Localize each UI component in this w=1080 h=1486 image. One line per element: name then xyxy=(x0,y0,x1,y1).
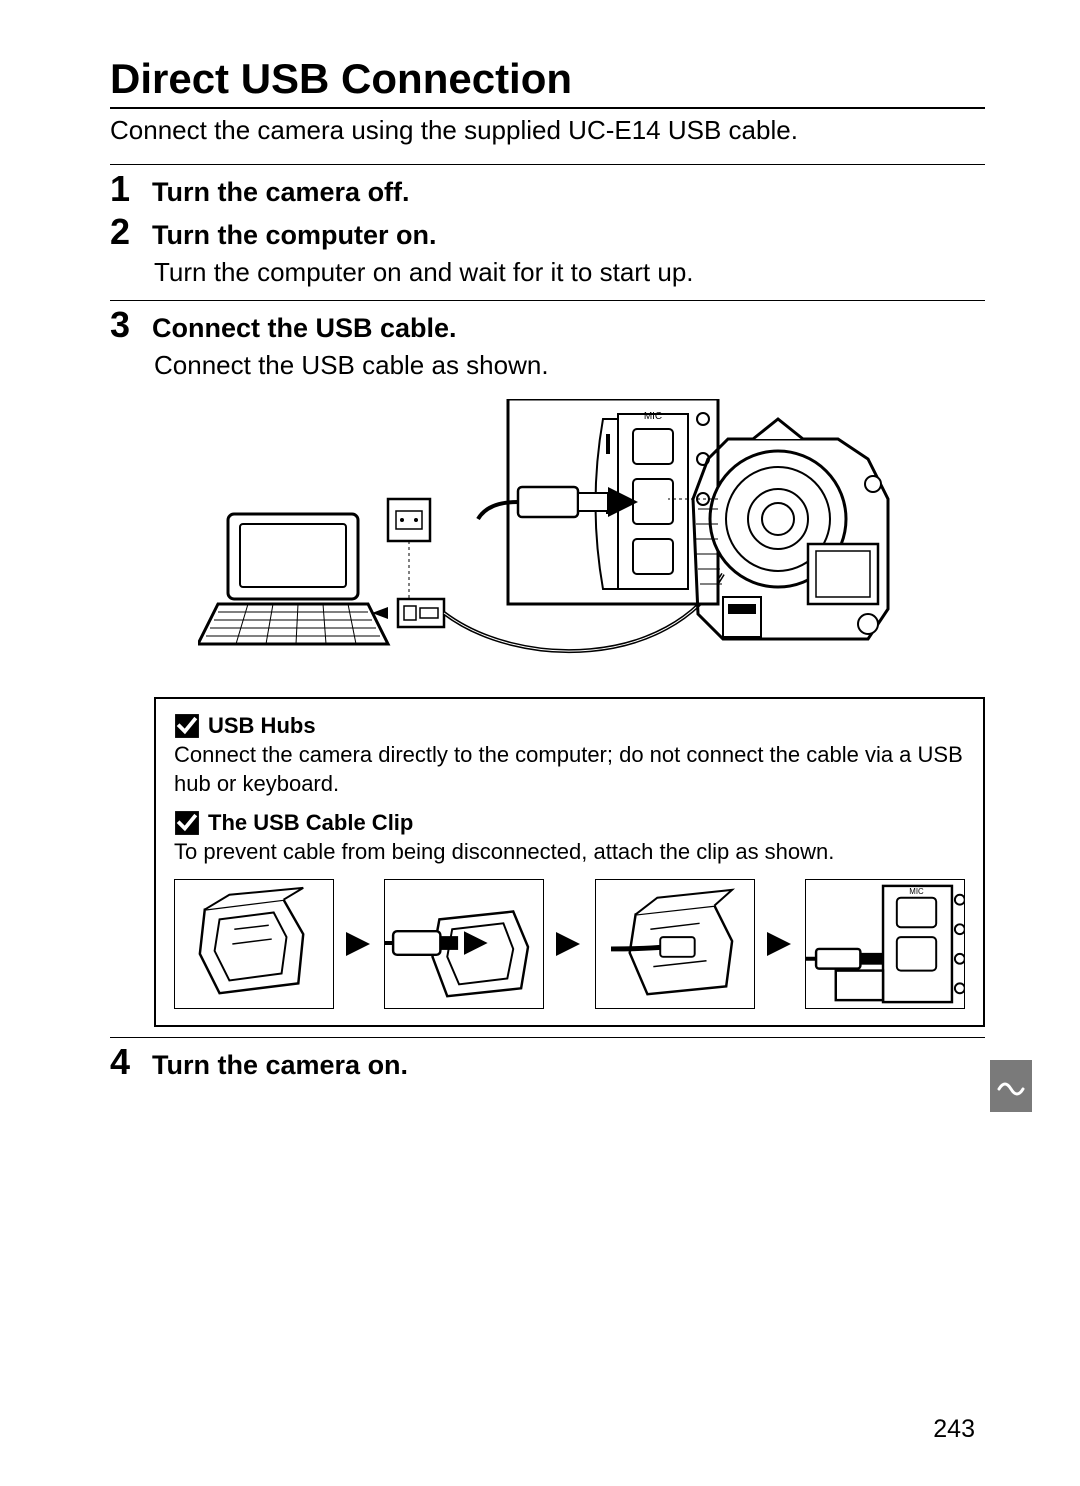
note-text: To prevent cable from being disconnected… xyxy=(174,838,965,867)
clip-sequence: MIC xyxy=(174,879,965,1009)
step-2: 2 Turn the computer on. xyxy=(110,214,985,251)
clip-step-2 xyxy=(384,879,544,1009)
step-4: 4 Turn the camera on. xyxy=(110,1044,985,1081)
note-box: USB Hubs Connect the camera directly to … xyxy=(154,697,985,1027)
divider xyxy=(110,164,985,165)
svg-text:MIC: MIC xyxy=(643,411,661,422)
intro-text: Connect the camera using the supplied UC… xyxy=(110,115,985,146)
step-number: 2 xyxy=(110,214,138,250)
step-title: Turn the camera on. xyxy=(152,1044,408,1081)
arrow-right-icon xyxy=(346,929,372,959)
step-number: 4 xyxy=(110,1044,138,1080)
caution-check-icon xyxy=(174,810,200,836)
step-number: 1 xyxy=(110,171,138,207)
note-text: Connect the camera directly to the compu… xyxy=(174,741,965,798)
clip-step-1 xyxy=(174,879,334,1009)
divider xyxy=(110,300,985,301)
step-title: Turn the camera off. xyxy=(152,171,410,208)
svg-text:MIC: MIC xyxy=(909,887,924,896)
connection-diagram: MIC xyxy=(198,399,898,679)
note-heading-cable-clip: The USB Cable Clip xyxy=(174,810,965,836)
step-title: Connect the USB cable. xyxy=(152,307,457,344)
divider xyxy=(110,1037,985,1038)
connection-tab-icon xyxy=(997,1075,1025,1097)
clip-step-3 xyxy=(595,879,755,1009)
section-tab xyxy=(990,1060,1032,1112)
page-number: 243 xyxy=(933,1415,975,1444)
step-3: 3 Connect the USB cable. xyxy=(110,307,985,344)
arrow-right-icon xyxy=(556,929,582,959)
step-title: Turn the computer on. xyxy=(152,214,437,251)
arrow-right-icon xyxy=(767,929,793,959)
note-title: The USB Cable Clip xyxy=(208,810,413,836)
step-1: 1 Turn the camera off. xyxy=(110,171,985,208)
step-body: Turn the computer on and wait for it to … xyxy=(154,257,985,288)
note-heading-usb-hubs: USB Hubs xyxy=(174,713,965,739)
step-number: 3 xyxy=(110,307,138,343)
clip-step-4: MIC xyxy=(805,879,965,1009)
step-body: Connect the USB cable as shown. xyxy=(154,350,985,381)
page-title: Direct USB Connection xyxy=(110,55,985,109)
caution-check-icon xyxy=(174,713,200,739)
note-title: USB Hubs xyxy=(208,713,316,739)
